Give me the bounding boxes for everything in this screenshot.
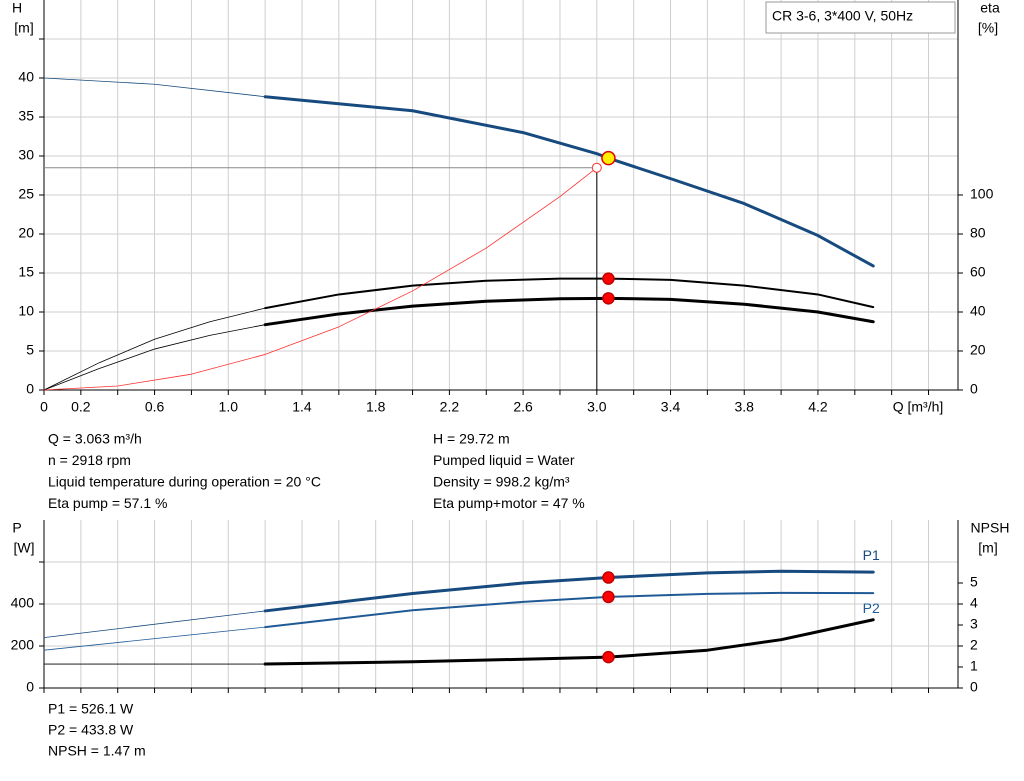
curve-label: P2 — [863, 600, 880, 616]
info-text: NPSH = 1.47 m — [48, 743, 146, 759]
x-tick-label: 3.0 — [587, 399, 607, 415]
y-tick-label: 15 — [18, 264, 34, 280]
y-tick-label: 20 — [18, 225, 34, 241]
x-tick-label: 3.4 — [661, 399, 681, 415]
curve — [43, 626, 266, 651]
y-tick-label: 40 — [18, 69, 34, 85]
y-tick-label: 10 — [18, 303, 34, 319]
title-box — [765, 1, 956, 34]
y2-tick-label: 0 — [970, 679, 978, 695]
curve — [43, 307, 266, 391]
info-text: P1 = 526.1 W — [48, 701, 134, 717]
y2-tick-label: 40 — [970, 303, 986, 319]
y-tick-label: 5 — [26, 342, 34, 358]
info-text: H = 29.72 m — [433, 431, 510, 447]
y2-axis-label: NPSH — [971, 520, 1010, 536]
y2-tick-label: 3 — [970, 616, 978, 632]
x-tick-label: 2.6 — [513, 399, 533, 415]
curve — [43, 167, 598, 391]
y2-tick-label: 1 — [970, 658, 978, 674]
duty-point — [601, 150, 616, 166]
info-text: Pumped liquid = Water — [433, 452, 575, 468]
duty-point — [602, 571, 615, 584]
curve — [43, 77, 266, 98]
y2-tick-label: 20 — [970, 342, 986, 358]
y2-tick-label: 2 — [970, 637, 978, 653]
y-axis-label: H — [12, 0, 22, 16]
info-text: Eta pump = 57.1 % — [48, 495, 167, 511]
y2-tick-label: 100 — [970, 186, 994, 202]
x-tick-label: 3.8 — [735, 399, 755, 415]
x-tick-label: 1.8 — [366, 399, 386, 415]
y-tick-label: 30 — [18, 147, 34, 163]
y-tick-label: 0 — [26, 381, 34, 397]
y-tick-label: 25 — [18, 186, 34, 202]
y-tick-label: 400 — [11, 595, 35, 611]
x-tick-label: 0.6 — [145, 399, 165, 415]
x-tick-label: 2.2 — [440, 399, 460, 415]
curve — [264, 591, 875, 629]
y-axis-unit: [m] — [14, 20, 33, 36]
y-tick-label: 0 — [26, 679, 34, 695]
y2-tick-label: 80 — [970, 225, 986, 241]
duty-point — [602, 590, 615, 604]
chart-title: CR 3-6, 3*400 V, 50Hz — [772, 8, 913, 24]
curve-label: P1 — [863, 547, 880, 563]
curve — [263, 95, 875, 268]
y2-axis-unit: [%] — [978, 20, 998, 36]
info-text: Liquid temperature during operation = 20… — [48, 474, 321, 490]
curve — [43, 610, 266, 638]
duty-point — [602, 650, 615, 664]
y-tick-label: 200 — [11, 637, 35, 653]
y2-tick-label: 60 — [970, 264, 986, 280]
x-tick-label: 0.2 — [71, 399, 91, 415]
y2-tick-label: 0 — [970, 381, 978, 397]
x-tick-label: 1.4 — [292, 399, 312, 415]
info-text: Density = 998.2 kg/m³ — [433, 474, 570, 490]
curve — [263, 618, 875, 666]
duty-point — [602, 272, 615, 285]
y2-tick-label: 4 — [970, 595, 978, 611]
info-text: P2 = 433.8 W — [48, 722, 134, 738]
y2-axis-unit: [m] — [978, 540, 997, 556]
system-point — [591, 162, 602, 173]
y-axis-unit: [W] — [14, 540, 35, 556]
y-axis-label: P — [12, 520, 21, 536]
y2-tick-label: 5 — [970, 574, 978, 590]
info-text: Eta pump+motor = 47 % — [433, 495, 585, 511]
curve — [264, 277, 875, 310]
x-tick-label: 0 — [40, 399, 48, 415]
x-tick-label: 4.2 — [808, 399, 828, 415]
x-tick-label: 1.0 — [219, 399, 239, 415]
x-axis-label: Q [m³/h] — [893, 399, 944, 415]
curve — [43, 324, 266, 391]
curve — [263, 569, 875, 613]
info-text: n = 2918 rpm — [48, 452, 131, 468]
info-text: Q = 3.063 m³/h — [48, 431, 142, 447]
y2-axis-label: eta — [980, 0, 1000, 16]
curve — [263, 296, 875, 327]
duty-point — [602, 292, 615, 305]
y-tick-label: 35 — [18, 108, 34, 124]
